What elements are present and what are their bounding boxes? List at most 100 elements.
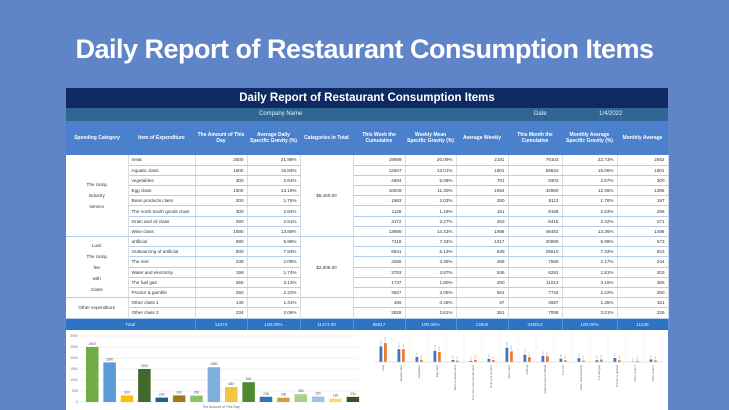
value-cell[interactable]: 20.09% xyxy=(405,155,457,166)
item-cell[interactable]: Bean products class xyxy=(128,195,196,207)
value-cell[interactable]: 1564 xyxy=(456,185,509,197)
value-cell[interactable]: 561 xyxy=(456,287,509,299)
value-cell[interactable]: 55842 xyxy=(508,165,563,176)
value-cell[interactable]: 1747 xyxy=(353,277,406,288)
value-cell[interactable]: 8415 xyxy=(508,216,563,227)
amount-cell[interactable]: 149 xyxy=(195,297,248,309)
value-cell[interactable]: 466 xyxy=(353,297,406,309)
value-cell[interactable]: 46482 xyxy=(508,226,563,238)
amount-cell[interactable]: 2500 xyxy=(195,155,248,166)
item-cell[interactable]: artificial xyxy=(128,236,196,248)
value-cell[interactable]: 823 xyxy=(617,246,669,258)
value-cell[interactable]: 1386 xyxy=(617,185,669,197)
value-cell[interactable]: 1.76% xyxy=(562,195,618,207)
item-cell[interactable]: The rent xyxy=(128,256,196,268)
total-cell[interactable]: 11374 xyxy=(195,318,248,330)
amount-cell[interactable]: 1580 xyxy=(195,226,248,238)
value-cell[interactable]: 12607 xyxy=(353,165,406,176)
value-cell[interactable]: 7.34% xyxy=(405,236,457,248)
value-cell[interactable]: 1017 xyxy=(456,236,509,248)
total-cell[interactable]: 11226 xyxy=(617,318,669,330)
value-cell[interactable]: 300 xyxy=(617,175,669,187)
value-cell[interactable]: 5.98% xyxy=(562,236,618,248)
value-cell[interactable]: 7560 xyxy=(508,256,563,268)
item-cell[interactable]: Wine class xyxy=(128,226,196,238)
value-cell[interactable]: 1.35% xyxy=(562,297,618,309)
value-cell[interactable]: 1498 xyxy=(617,226,669,238)
value-cell[interactable]: 1801 xyxy=(456,165,509,176)
value-cell[interactable]: 226 xyxy=(617,307,669,319)
amount-cell[interactable]: 198 xyxy=(195,267,248,278)
value-cell[interactable]: 2.42% xyxy=(562,216,618,227)
daily-gravity-cell[interactable]: 2.22% xyxy=(247,287,301,299)
amount-cell[interactable]: 680 xyxy=(195,236,248,248)
value-cell[interactable]: 11012 xyxy=(508,277,563,288)
value-cell[interactable]: 1126 xyxy=(353,205,406,217)
daily-gravity-cell[interactable]: 3.13% xyxy=(247,277,301,288)
category-total-cell[interactable] xyxy=(300,297,354,319)
value-cell[interactable]: 2.67% xyxy=(562,175,618,187)
value-cell[interactable]: 2.63% xyxy=(562,205,618,217)
value-cell[interactable]: 280 xyxy=(456,195,509,207)
total-cell[interactable]: 348013 xyxy=(508,318,563,330)
value-cell[interactable]: 2529 xyxy=(353,307,406,319)
total-cell[interactable]: 13845 xyxy=(456,318,509,330)
daily-gravity-cell[interactable]: 13.19% xyxy=(247,185,301,197)
item-cell[interactable]: The north-south goods class xyxy=(128,205,196,217)
value-cell[interactable]: 2181 xyxy=(456,155,509,166)
value-cell[interactable]: 6291 xyxy=(508,267,563,278)
value-cell[interactable]: 20899 xyxy=(508,236,563,248)
amount-cell[interactable]: 238 xyxy=(195,256,248,268)
amount-cell[interactable]: 300 xyxy=(195,205,248,217)
value-cell[interactable]: 12.36% xyxy=(562,185,618,197)
amount-cell[interactable]: 290 xyxy=(195,216,248,227)
value-cell[interactable]: 453 xyxy=(456,216,509,227)
amount-cell[interactable]: 1500 xyxy=(195,185,248,197)
value-cell[interactable]: 355 xyxy=(617,277,669,288)
value-cell[interactable]: 1.81% xyxy=(562,267,618,278)
value-cell[interactable]: 79103 xyxy=(508,155,563,166)
daily-gravity-cell[interactable]: 13.89% xyxy=(247,226,301,238)
daily-gravity-cell[interactable]: 1.31% xyxy=(247,297,301,309)
value-cell[interactable]: 3.27% xyxy=(405,216,457,227)
daily-gravity-cell[interactable]: 21.98% xyxy=(247,155,301,166)
value-cell[interactable]: 466 xyxy=(456,256,509,268)
value-cell[interactable]: 2662 xyxy=(617,155,669,166)
value-cell[interactable]: 849 xyxy=(456,246,509,258)
value-cell[interactable]: 3172 xyxy=(353,216,406,227)
value-cell[interactable]: 3255 xyxy=(353,256,406,268)
value-cell[interactable]: 1.16% xyxy=(405,205,457,217)
amount-cell[interactable]: 250 xyxy=(195,287,248,299)
item-cell[interactable]: Outsourcing of artificial xyxy=(128,246,196,258)
item-cell[interactable]: The fuel gas xyxy=(128,277,196,288)
value-cell[interactable]: 4904 xyxy=(353,175,406,187)
value-cell[interactable]: 536 xyxy=(456,267,509,278)
daily-gravity-cell[interactable]: 2.64% xyxy=(247,205,301,217)
amount-cell[interactable]: 300 xyxy=(195,175,248,187)
total-cell[interactable]: 96917 xyxy=(353,318,406,330)
item-cell[interactable]: Grain and oil class xyxy=(128,216,196,227)
item-cell[interactable]: Proctor & gamble xyxy=(128,287,196,299)
category-total-cell[interactable]: $2,906.00 xyxy=(300,236,354,299)
value-cell[interactable]: 197 xyxy=(617,195,669,207)
value-cell[interactable]: 2.61% xyxy=(405,307,457,319)
value-cell[interactable]: 9303 xyxy=(508,175,563,187)
value-cell[interactable]: 0.48% xyxy=(405,297,457,309)
value-cell[interactable]: 25610 xyxy=(508,246,563,258)
value-cell[interactable]: 2.03% xyxy=(405,195,457,207)
value-cell[interactable]: 151 xyxy=(617,297,669,309)
value-cell[interactable]: 7742 xyxy=(508,287,563,299)
value-cell[interactable]: 5.08% xyxy=(405,175,457,187)
amount-cell[interactable]: 900 xyxy=(195,246,248,258)
daily-gravity-cell[interactable]: 2.64% xyxy=(247,175,301,187)
daily-gravity-cell[interactable]: 1.74% xyxy=(247,267,301,278)
value-cell[interactable]: 11.30% xyxy=(405,185,457,197)
item-cell[interactable]: Other class 2 xyxy=(128,307,196,319)
total-cell[interactable]: 100.00% xyxy=(247,318,301,330)
daily-gravity-cell[interactable]: 2.09% xyxy=(247,256,301,268)
value-cell[interactable]: 3.36% xyxy=(405,256,457,268)
daily-gravity-cell[interactable]: 2.06% xyxy=(247,307,301,319)
value-cell[interactable]: 296 xyxy=(617,205,669,217)
value-cell[interactable]: 3753 xyxy=(353,267,406,278)
daily-gravity-cell[interactable]: 15.83% xyxy=(247,165,301,176)
